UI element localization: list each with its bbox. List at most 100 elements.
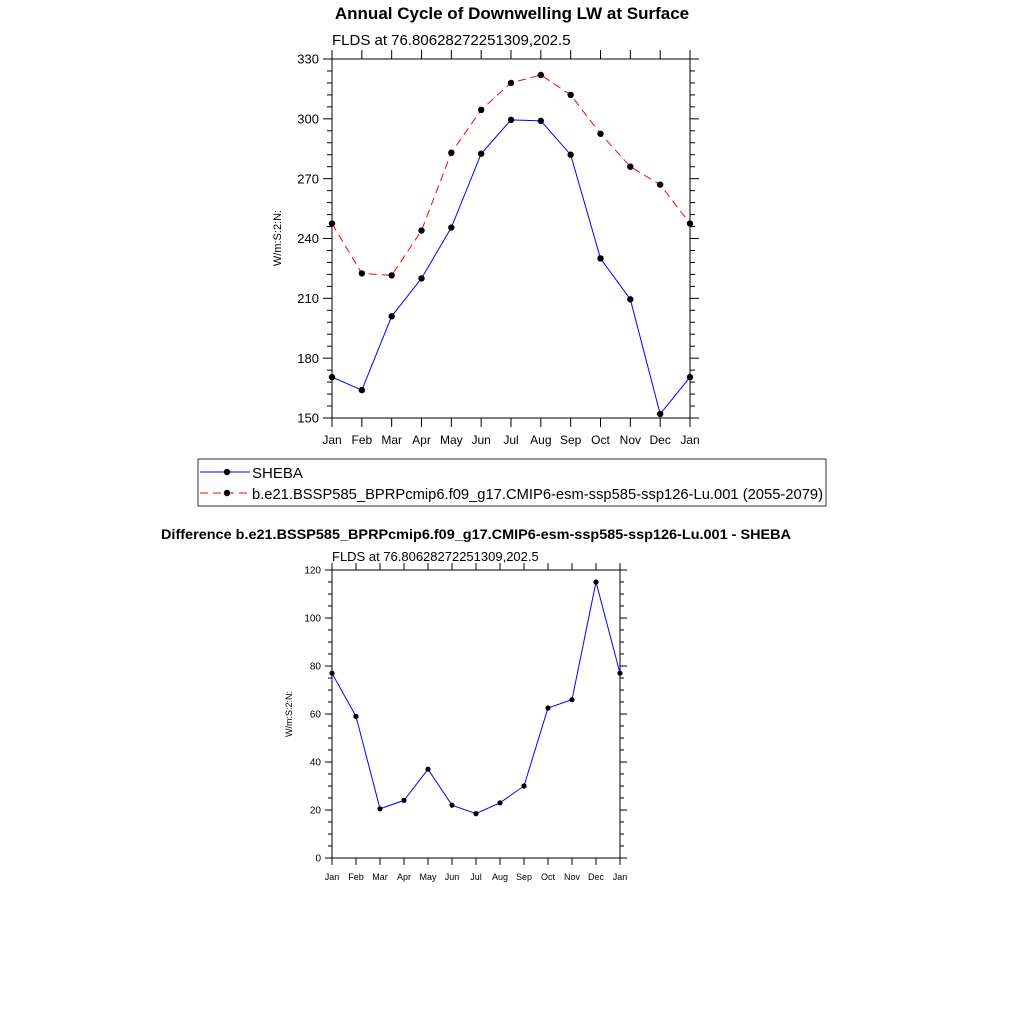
legend-model-marker	[223, 489, 231, 497]
chart1-ylabel: W/m:S:2:N:	[272, 210, 284, 266]
x-tick-label: Sep	[516, 872, 532, 882]
data-point	[477, 106, 485, 114]
chart1-subtitle: FLDS at 76.80628272251309,202.5	[332, 32, 571, 49]
data-point	[507, 116, 515, 124]
x-tick-label: Jan	[322, 433, 341, 447]
chart1-legend-box	[197, 458, 827, 507]
data-point	[597, 130, 604, 137]
y-tick-label: 0	[315, 854, 321, 865]
data-point	[627, 163, 634, 170]
x-tick-label: Jul	[503, 433, 518, 447]
chart1-series	[328, 71, 694, 418]
data-point	[567, 151, 574, 158]
data-point	[449, 802, 455, 808]
data-point	[656, 181, 664, 188]
data-point	[353, 713, 359, 720]
data-point	[537, 71, 545, 79]
x-tick-label: Mar	[372, 872, 388, 882]
data-point	[388, 313, 395, 320]
series-line-0	[331, 581, 621, 815]
y-tick-label: 300	[297, 112, 319, 127]
x-tick-label: Jan	[680, 433, 699, 447]
x-tick-label: Jul	[470, 872, 482, 882]
data-point	[418, 275, 425, 282]
data-point	[597, 255, 604, 262]
y-tick-label: 330	[297, 52, 319, 67]
x-tick-label: May	[440, 433, 463, 447]
chart1-title: Annual Cycle of Downwelling LW at Surfac…	[335, 4, 689, 23]
x-tick-label: Feb	[348, 872, 364, 882]
data-point	[656, 410, 664, 418]
x-tick-label: Oct	[541, 872, 556, 882]
data-point	[686, 220, 694, 227]
chart2-y-tick-labels: 0 20 40 60 80 100 120	[304, 566, 321, 865]
chart1-x-tick-labels: Jan Feb Mar Apr May Jun Jul Aug Sep Oct Nov Dec Jan	[322, 433, 699, 447]
data-point	[569, 697, 575, 703]
x-tick-label: Nov	[620, 433, 641, 447]
y-tick-label: 150	[297, 411, 319, 426]
data-point	[593, 579, 599, 585]
x-tick-label: Aug	[492, 872, 508, 882]
chart1-ticks	[323, 50, 699, 427]
series-line-1	[331, 74, 691, 276]
data-point	[328, 220, 336, 227]
data-point	[448, 149, 455, 156]
data-point	[377, 806, 383, 812]
chart1-plot-frame	[331, 58, 691, 419]
x-tick-label: Apr	[412, 433, 431, 447]
chart2-title: Difference b.e21.BSSP585_BPRPcmip6.f09_g…	[161, 526, 791, 542]
y-tick-label: 240	[297, 231, 319, 246]
x-tick-label: Dec	[649, 433, 670, 447]
legend-sheba-marker	[223, 468, 231, 476]
data-point	[545, 705, 551, 711]
x-tick-label: Jun	[445, 872, 460, 882]
y-tick-label: 60	[310, 710, 322, 721]
data-point	[418, 227, 425, 234]
x-tick-label: Dec	[588, 872, 605, 882]
x-tick-label: May	[419, 872, 437, 882]
series-line-0	[331, 119, 691, 416]
y-tick-label: 120	[304, 566, 321, 577]
data-point	[477, 150, 485, 157]
chart2-subtitle: FLDS at 76.80628272251309,202.5	[332, 549, 539, 564]
x-tick-label: Sep	[560, 433, 582, 447]
chart2-ticks	[325, 563, 627, 865]
x-tick-label: Nov	[564, 872, 581, 882]
x-tick-label: Jun	[471, 433, 490, 447]
data-point	[448, 224, 455, 231]
y-tick-label: 20	[310, 806, 322, 817]
x-tick-label: Apr	[397, 872, 411, 882]
y-tick-label: 100	[304, 614, 321, 625]
data-point	[627, 296, 634, 303]
chart2-x-tick-labels: Jan Feb Mar Apr May Jun Jul Aug Sep Oct Nov Dec Jan	[325, 872, 628, 882]
data-point	[537, 117, 545, 125]
data-point	[329, 670, 335, 676]
chart2-series	[329, 579, 623, 817]
chart2-ylabel: W/m:S:2:N:	[284, 691, 294, 737]
y-tick-label: 80	[310, 662, 322, 673]
data-point	[617, 670, 623, 676]
data-point	[507, 79, 515, 87]
y-tick-label: 210	[297, 291, 319, 306]
data-point	[425, 766, 431, 772]
y-tick-label: 270	[297, 171, 319, 186]
data-point	[567, 91, 574, 99]
legend-sheba-label: SHEBA	[252, 465, 303, 482]
data-point	[686, 373, 694, 381]
data-point	[358, 270, 366, 277]
data-point	[521, 783, 527, 789]
x-tick-label: Jan	[613, 872, 628, 882]
x-tick-label: Jan	[325, 872, 340, 882]
legend-model-label: b.e21.BSSP585_BPRPcmip6.f09_g17.CMIP6-es…	[252, 486, 823, 503]
chart1-y-tick-labels: 150 180 210 240 270 300 330	[297, 52, 319, 426]
x-tick-label: Mar	[381, 433, 402, 447]
data-point	[497, 800, 503, 806]
x-tick-label: Oct	[591, 433, 610, 447]
data-point	[401, 797, 407, 804]
y-tick-label: 40	[310, 758, 322, 769]
data-point	[358, 386, 366, 394]
data-point	[328, 373, 336, 381]
data-point	[473, 811, 479, 817]
x-tick-label: Aug	[530, 433, 551, 447]
